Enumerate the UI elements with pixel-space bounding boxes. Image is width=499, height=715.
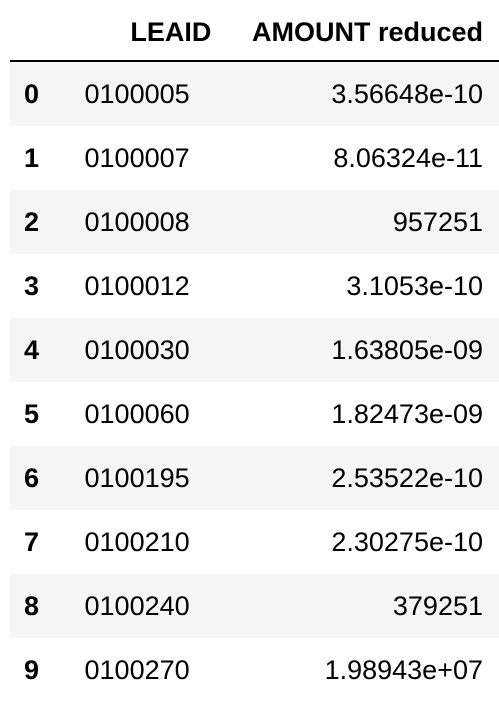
amount-cell: 8.06324e-11 — [333, 142, 483, 173]
table-row: 0 0100005 3.56648e-10 — [10, 61, 499, 126]
row-index: 5 — [24, 398, 40, 429]
table-row: 5 0100060 1.82473e-09 — [10, 382, 499, 446]
table-row: 2 0100008 957251 — [10, 190, 499, 254]
table-row: 4 0100030 1.63805e-09 — [10, 318, 499, 382]
leaid-cell: 0100008 — [66, 190, 244, 254]
table-row: 3 0100012 3.1053e-10 — [10, 254, 499, 318]
amount-reduced-column-header: AMOUNT reduced — [243, 4, 499, 62]
amount-cell: 3.1053e-10 — [346, 270, 483, 301]
table-body: 0 0100005 3.56648e-10 1 0100007 8.06324e… — [10, 61, 499, 702]
amount-cell: 1.82473e-09 — [331, 398, 483, 429]
amount-cell: 1.63805e-09 — [243, 318, 499, 382]
amount-cell: 2.30275e-10 — [331, 526, 483, 557]
amount-cell: 3.56648e-10 — [243, 61, 499, 126]
row-index: 8 — [10, 574, 67, 638]
row-index: 0 — [10, 61, 67, 126]
index-column-header — [10, 4, 67, 62]
leaid-cell: 0100007 — [84, 142, 190, 173]
row-index: 2 — [10, 190, 67, 254]
table-row: 1 0100007 8.06324e-11 — [10, 126, 499, 190]
leaid-column-header: LEAID — [66, 4, 244, 62]
row-index: 7 — [24, 526, 40, 557]
leaid-cell: 0100195 — [66, 446, 244, 510]
amount-cell: 2.53522e-10 — [243, 446, 499, 510]
leaid-cell: 0100210 — [84, 526, 190, 557]
row-index: 6 — [10, 446, 67, 510]
table-header: LEAID AMOUNT reduced — [10, 4, 499, 62]
amount-cell: 957251 — [243, 190, 499, 254]
table-row: 9 0100270 1.98943e+07 — [10, 638, 499, 702]
leaid-cell: 0100060 — [84, 398, 190, 429]
row-index: 9 — [24, 654, 40, 685]
dataframe-table: LEAID AMOUNT reduced 0 0100005 3.56648e-… — [10, 4, 499, 702]
table-row: 8 0100240 379251 — [10, 574, 499, 638]
leaid-cell: 0100005 — [66, 61, 244, 126]
amount-cell: 1.98943e+07 — [324, 654, 483, 685]
amount-cell: 379251 — [243, 574, 499, 638]
row-index: 1 — [24, 142, 40, 173]
table-row: 6 0100195 2.53522e-10 — [10, 446, 499, 510]
leaid-cell: 0100270 — [84, 654, 190, 685]
leaid-cell: 0100240 — [66, 574, 244, 638]
leaid-cell: 0100030 — [66, 318, 244, 382]
row-index: 4 — [10, 318, 67, 382]
table-row: 7 0100210 2.30275e-10 — [10, 510, 499, 574]
row-index: 3 — [24, 270, 40, 301]
header-row: LEAID AMOUNT reduced — [10, 4, 499, 62]
leaid-cell: 0100012 — [84, 270, 190, 301]
